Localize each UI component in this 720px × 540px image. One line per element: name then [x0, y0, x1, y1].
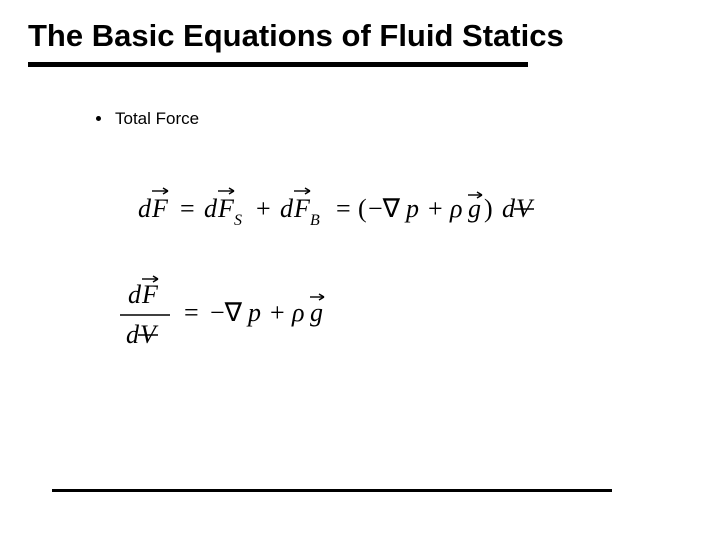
svg-text:F: F: [151, 194, 169, 223]
svg-text:F: F: [293, 194, 311, 223]
svg-text:d: d: [126, 320, 140, 349]
equation-2: d F d V = −∇ p + ρ g: [118, 275, 438, 365]
bullet-text: Total Force: [115, 109, 199, 129]
svg-text:F: F: [217, 194, 235, 223]
svg-text:S: S: [234, 212, 242, 229]
svg-text:B: B: [310, 212, 320, 229]
page-title: The Basic Equations of Fluid Statics: [28, 18, 692, 60]
bottom-rule: [52, 489, 612, 492]
svg-text:ρ: ρ: [291, 298, 304, 327]
svg-text:d: d: [128, 280, 142, 309]
svg-text:=: =: [180, 194, 195, 223]
svg-text:+: +: [428, 194, 443, 223]
bullet-dot-icon: [96, 116, 101, 121]
svg-text:ρ: ρ: [449, 194, 462, 223]
svg-text:(: (: [358, 194, 367, 223]
svg-text:−∇: −∇: [210, 298, 243, 327]
svg-text:+: +: [256, 194, 271, 223]
svg-text:d: d: [138, 194, 152, 223]
svg-text:): ): [484, 194, 493, 223]
bullet-item: Total Force: [96, 109, 692, 129]
svg-text:+: +: [270, 298, 285, 327]
equation-1: d F = d F S + d F B =: [138, 177, 618, 237]
equation-area: d F = d F S + d F B =: [138, 177, 692, 365]
svg-text:=: =: [184, 298, 199, 327]
svg-text:−∇: −∇: [368, 194, 401, 223]
svg-text:d: d: [502, 194, 516, 223]
title-underline: [28, 62, 528, 67]
svg-text:d: d: [204, 194, 218, 223]
svg-text:g: g: [468, 194, 481, 223]
svg-text:d: d: [280, 194, 294, 223]
svg-text:p: p: [246, 298, 261, 327]
svg-text:=: =: [336, 194, 351, 223]
svg-text:F: F: [141, 280, 159, 309]
svg-text:p: p: [404, 194, 419, 223]
slide: The Basic Equations of Fluid Statics Tot…: [0, 0, 720, 540]
svg-text:g: g: [310, 298, 323, 327]
